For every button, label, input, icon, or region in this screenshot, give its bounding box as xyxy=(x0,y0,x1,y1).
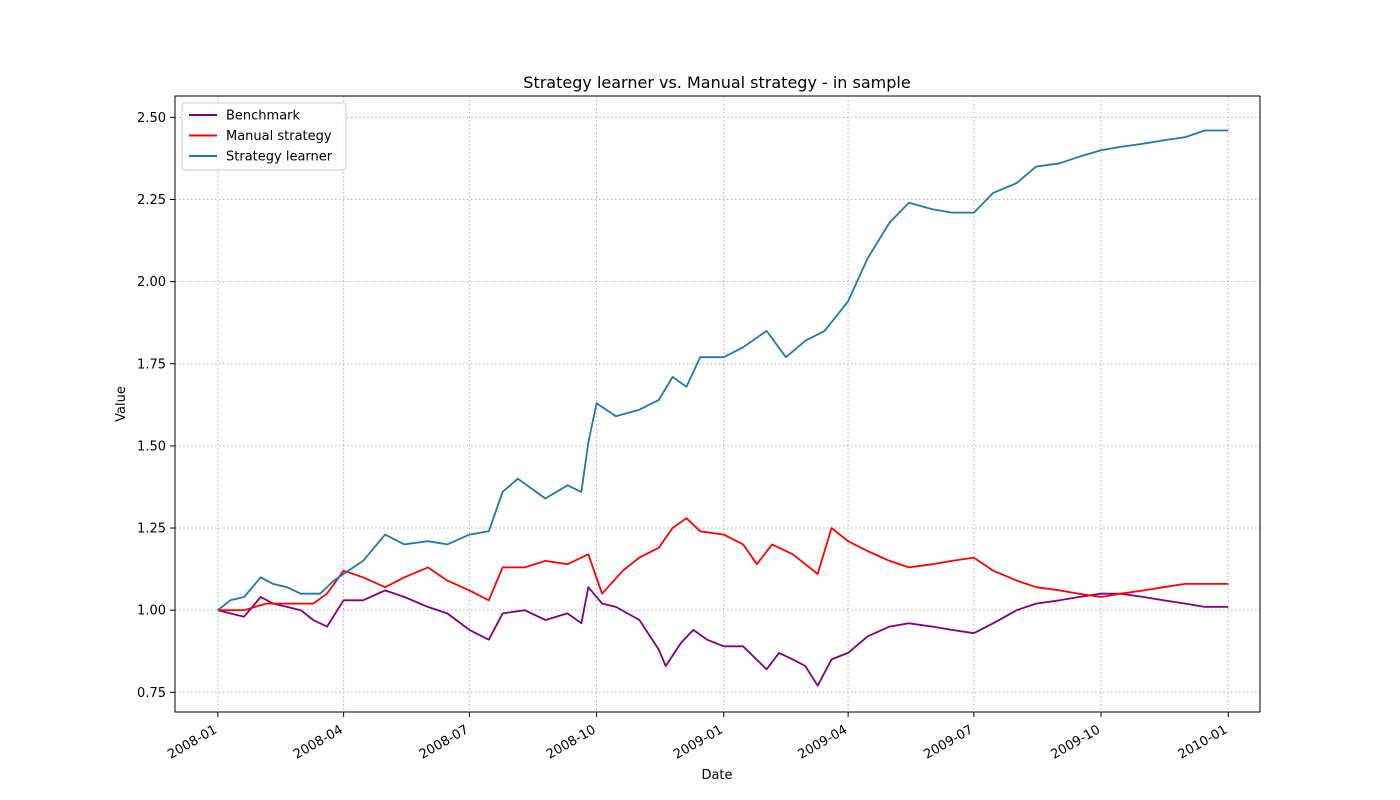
y-tick-label: 0.75 xyxy=(137,686,166,701)
legend-label-manual-strategy: Manual strategy xyxy=(226,129,332,144)
legend: Benchmark Manual strategy Strategy learner xyxy=(181,102,347,171)
y-axis-label: Value xyxy=(114,386,129,422)
series-line-benchmark xyxy=(217,586,1229,687)
y-tick-label: 1.25 xyxy=(137,522,166,537)
series-line-strategy-learner xyxy=(217,129,1229,611)
y-axis: 0.75 1.00 1.25 1.50 1.75 2.00 2.25 2.50 xyxy=(137,111,175,701)
grid xyxy=(175,96,1260,712)
y-tick-label: 2.50 xyxy=(137,111,166,126)
legend-label-strategy-learner: Strategy learner xyxy=(226,150,333,165)
x-axis-label: Date xyxy=(701,768,732,783)
y-tick-label: 1.75 xyxy=(137,357,166,372)
x-tick-label: 2009-01 xyxy=(671,722,726,762)
legend-box xyxy=(181,102,347,171)
x-tick-label: 2009-10 xyxy=(1049,722,1104,762)
y-tick-label: 2.25 xyxy=(137,193,166,208)
series-line-manual-strategy xyxy=(217,517,1229,612)
x-tick-label: 2008-10 xyxy=(544,722,599,762)
x-tick-label: 2010-01 xyxy=(1176,722,1231,762)
x-tick-label: 2009-04 xyxy=(796,722,851,762)
x-axis: 2008-01 2008-04 2008-07 2008-10 2009-01 2009-… xyxy=(165,712,1230,763)
x-tick-label: 2009-07 xyxy=(921,722,976,762)
y-tick-label: 1.50 xyxy=(137,439,166,454)
y-tick-label: 1.00 xyxy=(137,604,166,619)
x-tick-label: 2008-07 xyxy=(417,722,472,762)
x-tick-label: 2008-04 xyxy=(291,722,346,762)
y-tick-label: 2.00 xyxy=(137,275,166,290)
plot-frame xyxy=(174,95,1261,713)
legend-label-benchmark: Benchmark xyxy=(226,109,301,124)
chart-title: Strategy learner vs. Manual strategy - i… xyxy=(523,73,910,92)
series-layer xyxy=(217,129,1229,687)
x-tick-label: 2008-01 xyxy=(165,722,220,762)
